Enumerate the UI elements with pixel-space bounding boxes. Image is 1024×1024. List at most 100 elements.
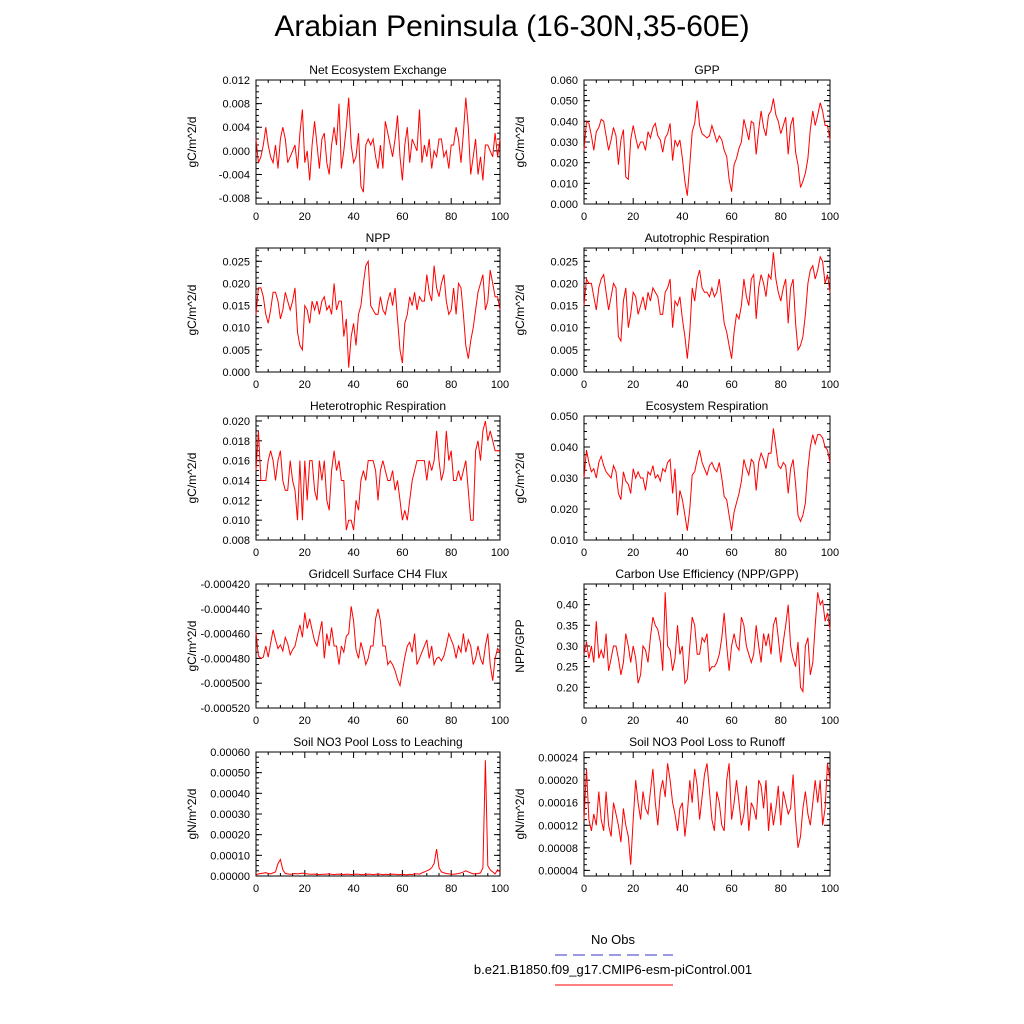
- panel-10-ytick-label: 0.00016: [538, 798, 578, 810]
- panel-1-ytick-label: 0.012: [222, 75, 250, 87]
- panel-10-ytick-label: 0.00008: [538, 843, 578, 855]
- panel-4-title: Autotrophic Respiration: [645, 231, 770, 245]
- panel-1-frame: [255, 79, 501, 205]
- panel-10-xtick-label: 20: [627, 883, 639, 895]
- panel-5-xtick-label: 0: [253, 547, 259, 559]
- panel-6-xtick-label: 60: [725, 547, 737, 559]
- panel-8-ytick-label: 0.25: [557, 662, 578, 674]
- panel-7-ytick-label: -0.000520: [200, 703, 250, 715]
- panel-10-xtick-label: 80: [775, 883, 787, 895]
- panel-7-frame: [255, 583, 501, 709]
- panel-3-ytick-label: 0.000: [222, 367, 250, 379]
- panel-9-series-line: [255, 760, 501, 876]
- panel-4-xtick-label: 100: [821, 379, 839, 391]
- panel-1-xtick-label: 0: [253, 211, 259, 223]
- panel-10-xtick-label: 0: [581, 883, 587, 895]
- panel-8-frame: [583, 583, 831, 709]
- panel-7-ytick-label: -0.000420: [200, 579, 250, 591]
- panel-9-ytick-label: 0.00030: [210, 809, 250, 821]
- panel-5-series-line: [255, 420, 500, 531]
- panel-2-xtick-label: 60: [725, 211, 737, 223]
- panel-5-ytick-label: 0.010: [222, 515, 250, 527]
- panel-4-series-line: [583, 252, 831, 359]
- panel-3-xtick-label: 60: [396, 379, 408, 391]
- panel-2-xtick-label: 0: [581, 211, 587, 223]
- panel-3-title: NPP: [366, 231, 391, 245]
- panel-8-xtick-label: 60: [725, 715, 737, 727]
- panel-6-xtick-label: 40: [676, 547, 688, 559]
- panel-2-ylabel: gC/m^2/d: [513, 117, 527, 168]
- legend-label-no-obs: No Obs: [590, 932, 636, 947]
- panel-1-xtick-label: 80: [445, 211, 457, 223]
- panel-2-xtick-label: 20: [627, 211, 639, 223]
- panel-2-ytick-label: 0.000: [550, 199, 578, 211]
- panel-8-series-line: [583, 592, 831, 694]
- panel-7-xtick-label: 20: [299, 715, 311, 727]
- panel-10-title: Soil NO3 Pool Loss to Runoff: [629, 735, 786, 749]
- panel-7-xtick-label: 80: [445, 715, 457, 727]
- panel-6-xtick-label: 20: [627, 547, 639, 559]
- panel-4-ytick-label: 0.005: [550, 345, 578, 357]
- panel-10-series-line: [583, 763, 831, 865]
- panel-5-ytick-label: 0.018: [222, 436, 250, 448]
- panel-8-xtick-label: 20: [627, 715, 639, 727]
- panel-3-ytick-label: 0.005: [222, 345, 250, 357]
- panel-4-xtick-label: 80: [775, 379, 787, 391]
- panel-9-xtick-label: 100: [491, 883, 509, 895]
- panel-1-xtick-label: 20: [299, 211, 311, 223]
- panel-8-xtick-label: 40: [676, 715, 688, 727]
- panel-5-ytick-label: 0.020: [222, 416, 250, 428]
- panel-2-ytick-label: 0.060: [550, 75, 578, 87]
- panel-8-xtick-label: 0: [581, 715, 587, 727]
- panel-9-xtick-label: 40: [347, 883, 359, 895]
- panel-4-ytick-label: 0.025: [550, 256, 578, 268]
- panel-2-ytick-label: 0.040: [550, 116, 578, 128]
- panel-9-xtick-label: 60: [396, 883, 408, 895]
- panel-9-xtick-label: 0: [253, 883, 259, 895]
- panel-4-ytick-label: 0.015: [550, 301, 578, 313]
- panel-8-xtick-label: 80: [775, 715, 787, 727]
- panel-6-xtick-label: 80: [775, 547, 787, 559]
- panel-1-series-line: [255, 97, 501, 193]
- panel-5-title: Heterotrophic Respiration: [310, 399, 446, 413]
- panel-1-xtick-label: 60: [396, 211, 408, 223]
- panel-7-ytick-label: -0.000440: [200, 604, 250, 616]
- panel-1-xtick-label: 100: [491, 211, 509, 223]
- panel-9-ytick-label: 0.00010: [210, 850, 250, 862]
- panel-6-title: Ecosystem Respiration: [646, 399, 769, 413]
- panel-2-ytick-label: 0.030: [550, 137, 578, 149]
- panel-9-ytick-label: 0.00040: [210, 788, 250, 800]
- panel-7-ytick-label: -0.000460: [200, 629, 250, 641]
- panel-1-ytick-label: 0.008: [222, 99, 250, 111]
- panel-9-ytick-label: 0.00000: [210, 871, 250, 883]
- panel-4-ylabel: gC/m^2/d: [513, 285, 527, 336]
- panel-3-ytick-label: 0.025: [222, 256, 250, 268]
- panel-4-frame: [583, 247, 831, 373]
- panel-8-ytick-label: 0.40: [557, 600, 578, 612]
- panel-6-xtick-label: 100: [821, 547, 839, 559]
- panel-7-xtick-label: 60: [396, 715, 408, 727]
- panel-3-ytick-label: 0.010: [222, 323, 250, 335]
- panel-5-ytick-label: 0.008: [222, 535, 250, 547]
- panel-10-frame: [583, 751, 831, 877]
- panel-3-xtick-label: 20: [299, 379, 311, 391]
- panel-6-ytick-label: 0.020: [550, 504, 578, 516]
- panel-5-xtick-label: 100: [491, 547, 509, 559]
- panel-7-xtick-label: 0: [253, 715, 259, 727]
- panel-7-xtick-label: 100: [491, 715, 509, 727]
- panel-1-ytick-label: 0.000: [222, 146, 250, 158]
- panel-8-ylabel: NPP/GPP: [513, 619, 527, 672]
- panel-10-ylabel: gN/m^2/d: [513, 789, 527, 840]
- panel-1-ylabel: gC/m^2/d: [185, 117, 199, 168]
- panel-5-xtick-label: 40: [347, 547, 359, 559]
- panel-9-frame: [255, 751, 501, 877]
- panel-8-ytick-label: 0.35: [557, 620, 578, 632]
- panel-4-ytick-label: 0.020: [550, 278, 578, 290]
- panel-3-series-line: [255, 259, 501, 368]
- panel-6-ytick-label: 0.040: [550, 442, 578, 454]
- panel-4-xtick-label: 40: [676, 379, 688, 391]
- panel-4-xtick-label: 60: [725, 379, 737, 391]
- panel-6-ytick-label: 0.050: [550, 411, 578, 423]
- panel-3-ytick-label: 0.015: [222, 301, 250, 313]
- panel-3-xtick-label: 0: [253, 379, 259, 391]
